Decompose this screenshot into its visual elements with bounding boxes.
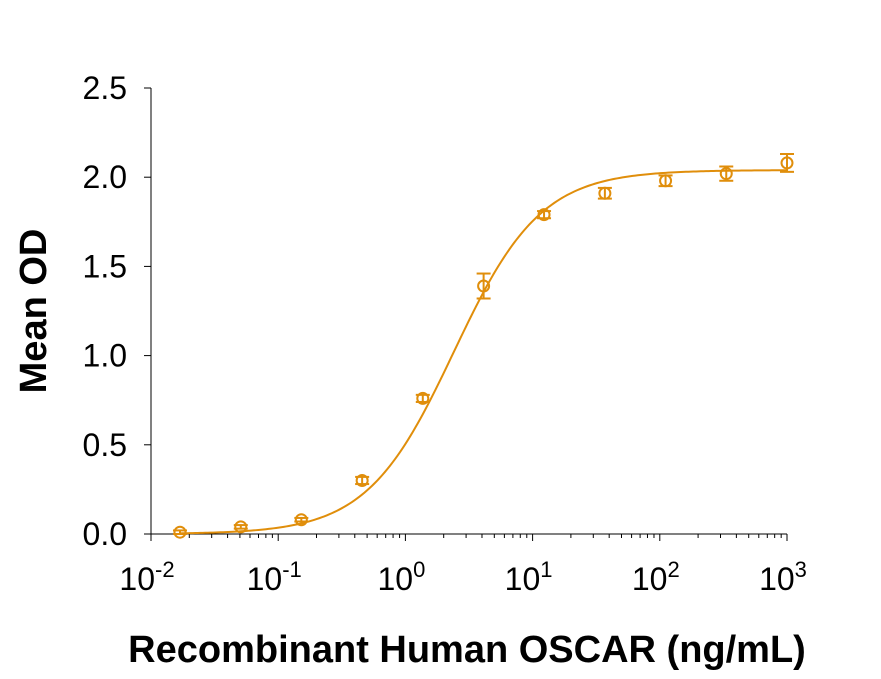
y-tick-label: 2.5 [83,70,127,106]
x-tick-label: 103 [759,557,807,597]
point-marker [537,208,551,222]
data-points-layer [172,153,794,539]
data-point [719,165,734,182]
y-tick-labels: 0.0 0.5 1.0 1.5 2.0 2.5 [83,70,127,552]
y-tick-label: 0.0 [83,516,127,552]
data-point [355,473,370,487]
y-tick-label: 2.0 [83,159,127,195]
data-point [537,208,552,222]
y-tick-label: 1.0 [83,338,127,374]
fit-curve-layer [179,169,788,535]
point-marker [416,391,430,405]
point-marker [477,279,491,293]
x-axis-title: Recombinant Human OSCAR (ng/mL) [128,629,806,671]
point-marker [659,174,673,188]
axes [144,87,788,541]
fit-curve [179,169,788,535]
x-minor-ticks [188,534,782,538]
data-point [415,391,430,405]
point-marker [780,156,794,170]
point-marker [719,167,733,181]
x-tick-labels: 10-2 10-1 100 101 102 103 [119,557,807,597]
point-marker [355,473,369,487]
data-point [233,520,248,534]
x-tick-label: 100 [377,557,425,597]
data-point [476,272,491,300]
data-point [294,513,309,527]
point-marker [294,513,308,527]
y-tick-label: 0.5 [83,427,127,463]
data-point [780,153,794,173]
data-point [597,186,612,200]
data-point [658,174,673,188]
x-tick-label: 10-2 [119,557,174,597]
x-tick-label: 102 [632,557,680,597]
data-point [172,525,187,539]
y-tick-label: 1.5 [83,248,127,284]
point-marker [234,520,248,534]
x-tick-label: 10-1 [247,557,302,597]
point-marker [173,525,187,539]
x-tick-label: 101 [505,557,553,597]
y-axis-title: Mean OD [13,229,55,394]
point-marker [598,186,612,200]
